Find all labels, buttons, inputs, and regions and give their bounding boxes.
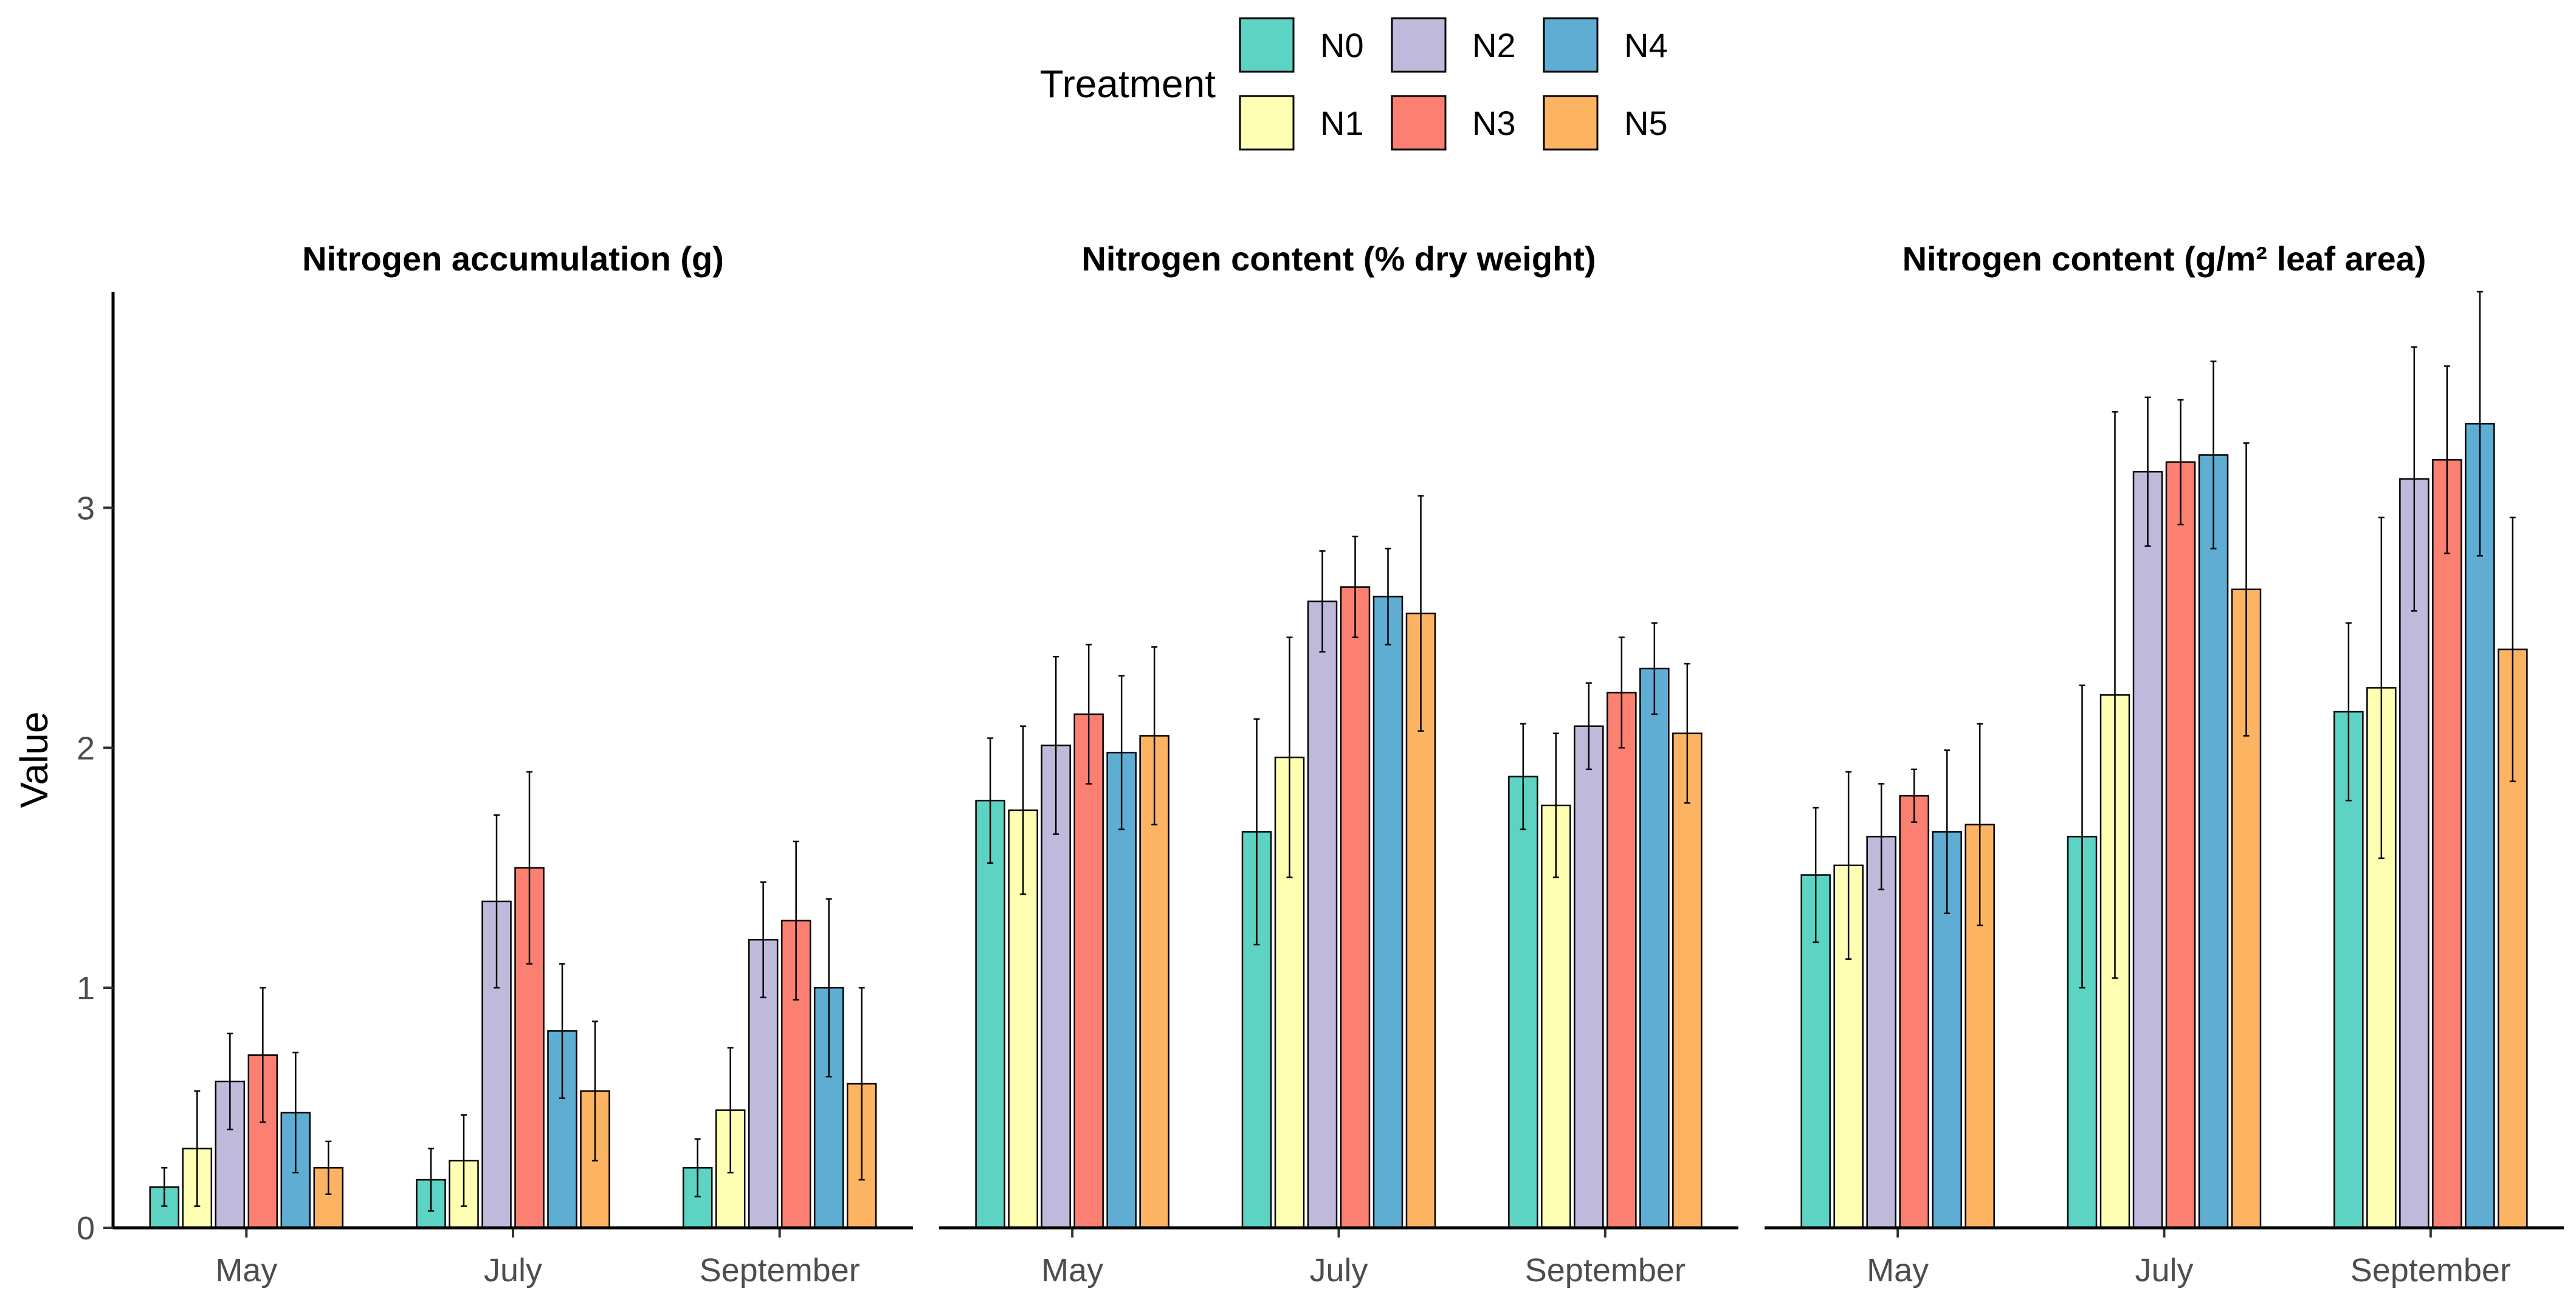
y-axis: 0 1 2 3 Value <box>12 292 115 1247</box>
panel-1: Nitrogen accumulation (g) May July Septembe… <box>113 239 913 1289</box>
bar-n3-september <box>1607 692 1637 1229</box>
x-tick-label: September <box>1525 1252 1686 1289</box>
y-tick-label: 2 <box>77 730 95 766</box>
x-tick-label: July <box>1309 1252 1368 1289</box>
panel-title: Nitrogen content (g/m² leaf area) <box>1903 239 2426 278</box>
legend: Treatment N0 N1 N2 N3 N4 N5 <box>1040 17 1668 151</box>
legend-label-n4: N4 <box>1624 26 1668 64</box>
x-tick-label: July <box>2135 1252 2193 1289</box>
y-tick-label: 0 <box>77 1210 95 1247</box>
x-tick-label: May <box>1867 1252 1929 1289</box>
bar-n3-july <box>2165 461 2196 1229</box>
bar-n5-september <box>1672 732 1703 1229</box>
panel-3: Nitrogen content (g/m² leaf area) May July… <box>1765 239 2564 1289</box>
panel-2: Nitrogen content (% dry weight) May July Se… <box>939 239 1738 1289</box>
chart-panels: Nitrogen accumulation (g) May July Septembe… <box>113 239 2564 1289</box>
bar-n4-september <box>1639 667 1670 1229</box>
legend-swatch-n3 <box>1391 95 1447 151</box>
x-tick-label: May <box>215 1252 277 1289</box>
x-tick-label: July <box>484 1252 542 1289</box>
y-tick-label: 3 <box>77 490 95 526</box>
y-axis-title: Value <box>12 712 56 808</box>
legend-swatch-n2 <box>1391 17 1447 73</box>
legend-label-n1: N1 <box>1320 104 1364 142</box>
bar-n3-july <box>1340 586 1371 1229</box>
bar-n2-may <box>1866 836 1896 1229</box>
panel-title: Nitrogen content (% dry weight) <box>1081 239 1596 278</box>
x-tick-label: September <box>2350 1252 2511 1289</box>
bar-n2-july <box>1307 601 1338 1229</box>
bar-n4-july <box>1372 596 1403 1229</box>
bar-n0-may <box>975 799 1005 1229</box>
x-tick-label: September <box>700 1252 860 1289</box>
legend-title: Treatment <box>1040 62 1216 106</box>
bar-n2-may <box>1041 745 1071 1229</box>
legend-label-n0: N0 <box>1320 26 1364 64</box>
legend-label-n2: N2 <box>1472 26 1516 64</box>
bar-n3-may <box>1073 713 1104 1229</box>
legend-label-n3: N3 <box>1472 104 1516 142</box>
legend-swatch-n1 <box>1239 95 1295 151</box>
bar-n4-september <box>2465 422 2495 1229</box>
bar-n2-september <box>1574 725 1604 1229</box>
legend-swatch-n4 <box>1543 17 1599 73</box>
panel-title: Nitrogen accumulation (g) <box>302 239 724 278</box>
x-tick-label: May <box>1041 1252 1103 1289</box>
bar-n3-september <box>2432 459 2462 1229</box>
y-tick-label: 1 <box>77 970 95 1007</box>
bar-n4-july <box>2198 454 2229 1229</box>
legend-swatch-n0 <box>1239 17 1295 73</box>
bar-n3-may <box>1899 794 1929 1229</box>
bar-n2-july <box>2132 470 2163 1229</box>
legend-swatch-n5 <box>1543 95 1599 151</box>
legend-label-n5: N5 <box>1624 104 1668 142</box>
bar-n0-september <box>1508 776 1538 1229</box>
